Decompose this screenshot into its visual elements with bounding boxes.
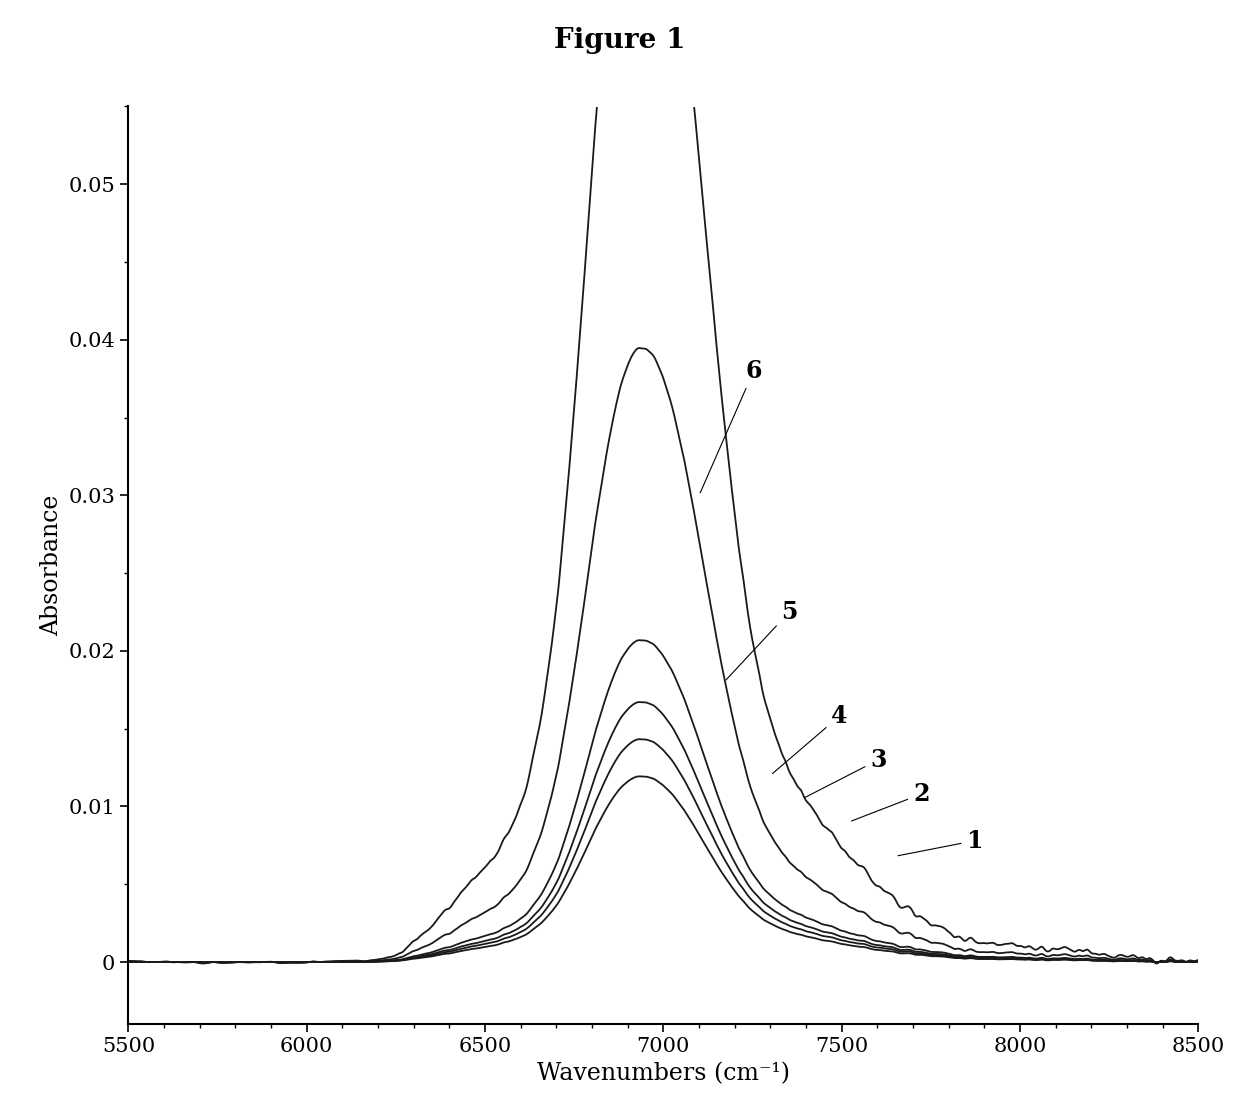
Y-axis label: Absorbance: Absorbance [40,495,63,636]
Text: 1: 1 [898,828,983,856]
Text: 4: 4 [773,704,847,773]
X-axis label: Wavenumbers (cm⁻¹): Wavenumbers (cm⁻¹) [537,1062,790,1085]
Text: 3: 3 [805,748,887,797]
Text: Figure 1: Figure 1 [554,28,686,55]
Text: 6: 6 [701,359,761,493]
Text: 5: 5 [725,600,797,680]
Text: 2: 2 [852,782,930,821]
